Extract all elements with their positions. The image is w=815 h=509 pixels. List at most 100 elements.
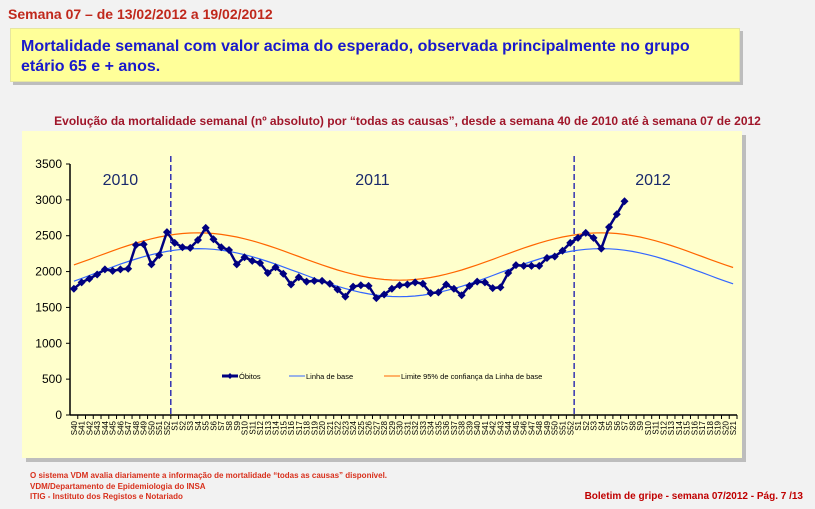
x-tick-label: S15 bbox=[279, 420, 288, 435]
x-tick-label: S51 bbox=[558, 420, 567, 435]
x-tick-label: S18 bbox=[706, 420, 715, 435]
x-tick-label: S17 bbox=[698, 420, 707, 435]
x-tick-label: S16 bbox=[690, 420, 699, 435]
x-tick-label: S20 bbox=[318, 420, 327, 435]
obitos-marker bbox=[535, 261, 544, 270]
x-tick-label: S19 bbox=[714, 420, 723, 435]
chart-title: Evolução da mortalidade semanal (nº abso… bbox=[54, 114, 761, 128]
y-tick-label: 1000 bbox=[35, 336, 62, 350]
obitos-marker bbox=[574, 233, 583, 242]
obitos-marker bbox=[418, 279, 427, 288]
x-tick-label: S52 bbox=[163, 420, 172, 435]
y-tick-label: 1500 bbox=[35, 300, 62, 314]
obitos-marker bbox=[504, 269, 513, 278]
x-tick-label: S51 bbox=[155, 420, 164, 435]
baseline-line bbox=[73, 247, 734, 298]
x-tick-label: S4 bbox=[194, 420, 203, 430]
x-tick-label: S23 bbox=[341, 420, 350, 435]
x-tick-label: S2 bbox=[582, 420, 591, 430]
x-tick-label: S19 bbox=[310, 420, 319, 435]
x-tick-label: S26 bbox=[365, 420, 374, 435]
obitos-marker bbox=[240, 253, 249, 262]
x-tick-label: S11 bbox=[248, 420, 257, 434]
x-tick-label: S49 bbox=[543, 420, 552, 435]
x-tick-label: S24 bbox=[349, 420, 358, 435]
x-tick-label: S45 bbox=[512, 420, 521, 435]
obitos-marker bbox=[620, 197, 629, 206]
obitos-marker bbox=[403, 280, 412, 289]
x-tick-label: S8 bbox=[225, 420, 234, 430]
obitos-marker bbox=[186, 243, 195, 252]
x-tick-label: S10 bbox=[644, 420, 653, 435]
obitos-marker bbox=[162, 228, 171, 237]
x-tick-label: S21 bbox=[326, 420, 335, 435]
obitos-marker bbox=[380, 290, 389, 299]
x-tick-label: S27 bbox=[372, 420, 381, 435]
x-tick-label: S42 bbox=[85, 420, 94, 435]
x-tick-label: S6 bbox=[613, 420, 622, 430]
obitos-marker bbox=[581, 228, 590, 237]
obitos-marker bbox=[131, 241, 140, 250]
obitos-marker bbox=[318, 276, 327, 285]
x-tick-label: S34 bbox=[427, 420, 436, 435]
x-tick-label: S44 bbox=[504, 420, 513, 435]
x-tick-label: S12 bbox=[659, 420, 668, 435]
x-tick-label: S47 bbox=[124, 420, 133, 435]
obitos-marker bbox=[480, 278, 489, 287]
year-label: 2011 bbox=[355, 172, 390, 189]
x-tick-label: S33 bbox=[419, 420, 428, 435]
x-tick-label: S22 bbox=[334, 420, 343, 435]
obitos-marker bbox=[442, 280, 451, 289]
obitos-marker bbox=[85, 274, 94, 283]
x-tick-label: S17 bbox=[295, 420, 304, 435]
obitos-marker bbox=[147, 260, 156, 269]
x-tick-label: S1 bbox=[171, 420, 180, 430]
obitos-marker bbox=[232, 260, 241, 269]
highlight-text: Mortalidade semanal com valor acima do e… bbox=[21, 38, 690, 75]
y-tick-label: 500 bbox=[42, 372, 62, 386]
y-tick-label: 3000 bbox=[35, 193, 62, 207]
x-tick-label: S13 bbox=[264, 420, 273, 435]
legend-label: Óbitos bbox=[239, 372, 261, 381]
x-tick-label: S43 bbox=[93, 420, 102, 435]
footer-line-1: O sistema VDM avalia diariamente a infor… bbox=[30, 471, 388, 480]
obitos-marker bbox=[224, 246, 233, 255]
x-tick-label: S13 bbox=[667, 420, 676, 435]
bulletin-page-number: Boletim de gripe - semana 07/2012 - Pág.… bbox=[584, 491, 803, 502]
x-tick-label: S25 bbox=[357, 420, 366, 435]
obitos-marker bbox=[519, 261, 528, 270]
x-tick-label: S15 bbox=[683, 420, 692, 435]
obitos-marker bbox=[426, 289, 435, 298]
x-tick-label: S49 bbox=[140, 420, 149, 435]
x-tick-label: S50 bbox=[147, 420, 156, 435]
x-tick-label: S38 bbox=[458, 420, 467, 435]
x-tick-label: S16 bbox=[287, 420, 296, 435]
obitos-marker bbox=[612, 210, 621, 219]
x-tick-label: S50 bbox=[551, 420, 560, 435]
obitos-marker bbox=[395, 281, 404, 290]
obitos-marker bbox=[256, 258, 265, 267]
week-title: Semana 07 – de 13/02/2012 a 19/02/2012 bbox=[8, 6, 273, 22]
obitos-marker bbox=[325, 279, 334, 288]
year-label: 2010 bbox=[103, 172, 139, 189]
obitos-marker bbox=[170, 238, 179, 247]
obitos-marker bbox=[310, 276, 319, 285]
obitos-marker bbox=[372, 294, 381, 303]
x-tick-label: S46 bbox=[116, 420, 125, 435]
obitos-marker bbox=[411, 278, 420, 287]
obitos-marker bbox=[108, 266, 117, 275]
obitos-line bbox=[73, 200, 626, 300]
obitos-marker bbox=[333, 285, 342, 294]
obitos-marker bbox=[434, 288, 443, 297]
obitos-marker bbox=[209, 235, 218, 244]
obitos-marker bbox=[287, 280, 296, 289]
obitos-marker bbox=[566, 238, 575, 247]
obitos-marker bbox=[201, 223, 210, 232]
obitos-marker bbox=[248, 256, 257, 265]
obitos-marker bbox=[550, 252, 559, 261]
obitos-marker bbox=[356, 281, 365, 290]
obitos-marker bbox=[488, 284, 497, 293]
x-tick-label: S42 bbox=[489, 420, 498, 435]
